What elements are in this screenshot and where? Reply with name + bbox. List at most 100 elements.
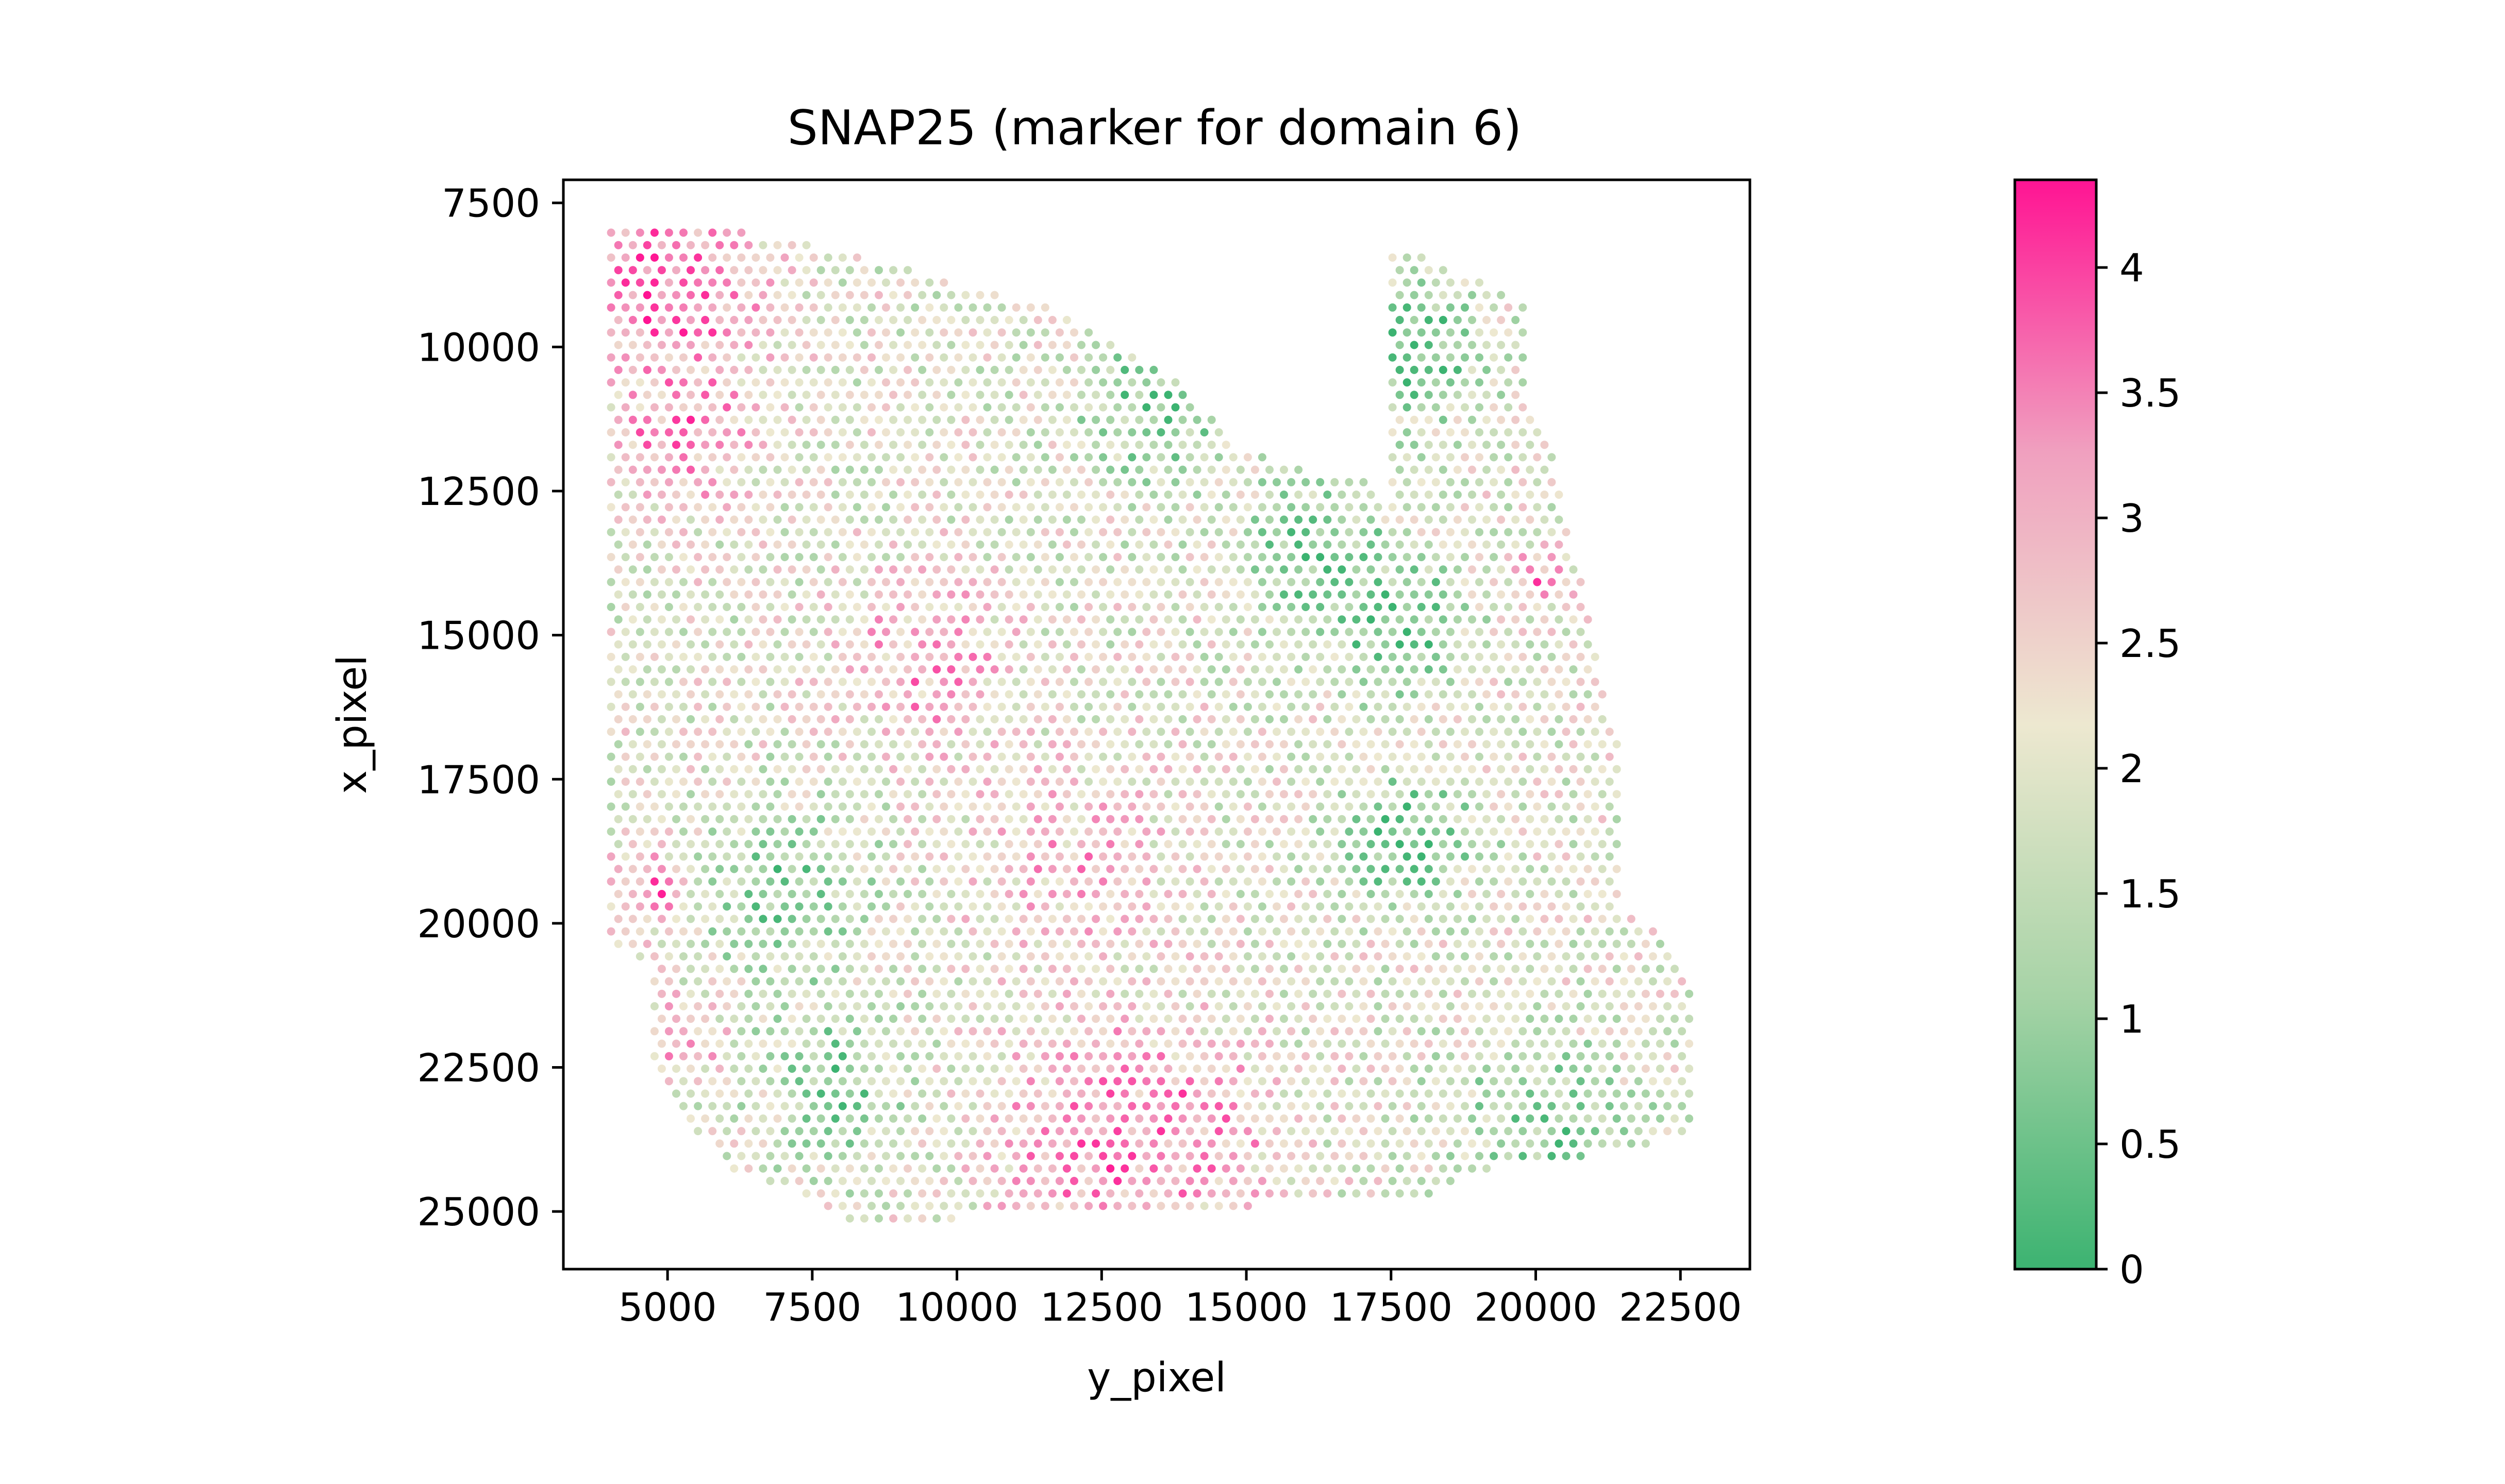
spot-point [1475,952,1483,960]
spot-point [1562,702,1571,711]
spot-point [1128,1176,1137,1185]
spot-point [1019,341,1028,349]
spot-point [1330,702,1339,711]
spot-point [824,652,832,661]
spot-point [853,952,861,960]
spot-point [1605,852,1614,861]
spot-point [766,378,775,387]
spot-point [1164,615,1173,624]
spot-point [1366,915,1375,923]
spot-point [1149,740,1158,749]
spot-point [715,515,724,524]
spot-point [751,528,760,536]
spot-point [1446,728,1455,736]
spot-point [1178,391,1187,399]
spot-point [1280,939,1288,948]
spot-point [860,1089,869,1098]
spot-point [816,491,825,499]
spot-point [1077,939,1086,948]
spot-point [1012,1052,1021,1060]
spot-point [723,877,731,886]
spot-point [1164,640,1173,649]
spot-point [1352,640,1361,649]
spot-point [1410,341,1418,349]
spot-point [1439,1015,1447,1023]
spot-point [1048,815,1057,823]
spot-point [1106,365,1115,374]
spot-point [831,365,840,374]
spot-point [896,478,905,486]
spot-point [1547,927,1556,936]
spot-point [918,615,927,624]
spot-point [1135,590,1144,599]
spot-point [997,827,1006,836]
spot-point [802,341,811,349]
spot-point [1330,1102,1339,1110]
spot-point [1439,365,1447,374]
spot-point [1265,1164,1274,1173]
spot-point [853,802,861,811]
spot-point [1446,578,1455,586]
spot-point [1576,1102,1585,1110]
spot-point [1164,415,1173,424]
spot-point [831,790,840,799]
spot-point [1273,877,1281,886]
spot-point [723,752,731,761]
spot-point [1092,740,1100,749]
spot-point [1113,778,1122,786]
spot-point [788,740,796,749]
spot-point [1395,291,1404,299]
spot-point [744,316,753,324]
spot-point [1374,603,1382,611]
spot-point [795,553,804,562]
spot-point [932,1039,941,1048]
spot-point [1388,802,1397,811]
spot-point [954,1202,963,1210]
spot-point [708,528,717,536]
spot-point [802,316,811,324]
spot-point [1424,915,1433,923]
spot-point [1128,1052,1137,1060]
spot-point [1012,503,1021,512]
spot-point [1583,989,1592,998]
spot-point [997,553,1006,562]
spot-point [824,503,832,512]
spot-point [1294,915,1303,923]
spot-point [708,228,717,237]
spot-point [911,1202,920,1210]
spot-point [947,1114,956,1123]
spot-point [1490,503,1498,512]
spot-point [1157,902,1165,911]
spot-point [1070,328,1078,337]
spot-point [766,852,775,861]
spot-point [636,553,644,562]
spot-point [1077,915,1086,923]
spot-point [621,528,630,536]
spot-point [614,291,623,299]
spot-point [1345,752,1354,761]
spot-point [1012,702,1021,711]
spot-point [976,1065,984,1073]
spot-point [1627,939,1635,948]
spot-point [759,590,767,599]
spot-point [1214,1077,1223,1086]
spot-point [896,1202,905,1210]
spot-point [607,702,615,711]
spot-point [788,1114,796,1123]
spot-point [708,1052,717,1060]
spot-point [824,877,832,886]
spot-point [723,603,731,611]
spot-point [1431,1002,1440,1010]
spot-point [1214,1102,1223,1110]
spot-point [1033,1189,1042,1198]
spot-point [766,728,775,736]
spot-point [1619,977,1628,986]
spot-point [1258,628,1266,636]
spot-point [1265,565,1274,574]
spot-point [1583,615,1592,624]
spot-point [875,890,883,898]
spot-point [1149,640,1158,649]
spot-point [1026,1127,1035,1136]
spot-point [1185,578,1194,586]
spot-point [701,939,710,948]
